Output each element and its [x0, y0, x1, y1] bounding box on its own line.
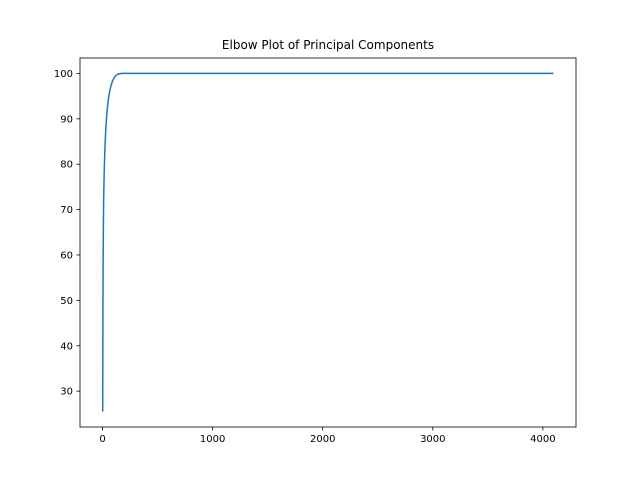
y-tick-label: 70	[60, 205, 73, 216]
chart-title: Elbow Plot of Principal Components	[222, 38, 434, 52]
y-tick-label: 90	[60, 114, 73, 125]
y-tick-label: 80	[60, 160, 73, 171]
series-line-0	[101, 72, 554, 412]
y-axis-ticks: 30 40 50 60 70 80 90 100	[54, 69, 80, 398]
y-tick-label: 50	[60, 296, 73, 307]
x-tick-label: 1000	[200, 434, 225, 445]
plot-area-frame	[79, 57, 577, 428]
y-tick-label: 40	[60, 341, 73, 352]
series-layer	[101, 72, 554, 412]
y-tick-label: 60	[60, 250, 73, 261]
x-tick-label: 2000	[310, 434, 335, 445]
y-tick-label: 100	[54, 69, 73, 80]
x-tick-label: 3000	[420, 434, 445, 445]
x-axis-ticks: 0 1000 2000 3000 4000	[99, 427, 556, 445]
x-tick-label: 0	[99, 434, 105, 445]
x-tick-label: 4000	[530, 434, 555, 445]
y-tick-label: 30	[60, 387, 73, 398]
